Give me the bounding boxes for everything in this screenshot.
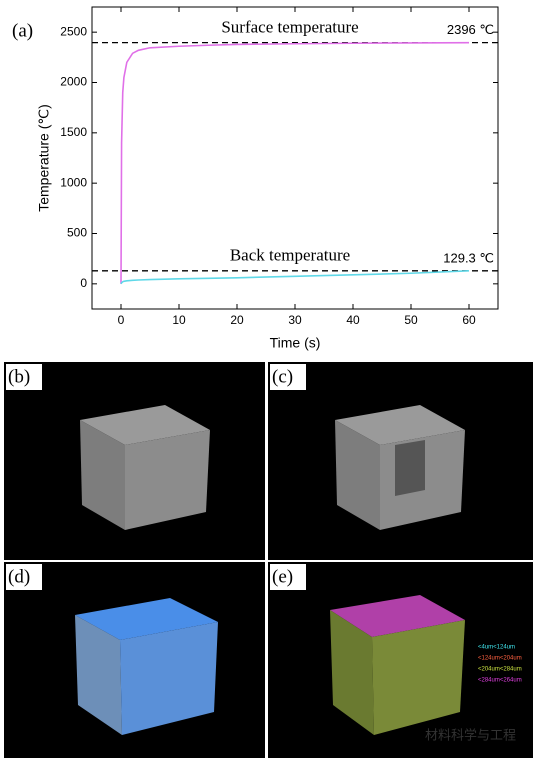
y-tick-label: 2000 bbox=[60, 75, 87, 89]
x-tick-label: 0 bbox=[118, 313, 125, 327]
x-tick-label: 10 bbox=[172, 313, 186, 327]
x-tick-label: 30 bbox=[288, 313, 302, 327]
reference-text: Surface temperature bbox=[221, 18, 358, 37]
panel-b bbox=[4, 362, 265, 560]
y-tick-label: 1000 bbox=[60, 175, 87, 189]
cube-top bbox=[75, 598, 218, 640]
cube-left bbox=[75, 615, 122, 735]
panel-label-bg bbox=[6, 564, 42, 590]
watermark: 材料科学与工程 bbox=[425, 727, 516, 742]
y-tick-label: 500 bbox=[67, 226, 87, 240]
x-tick-label: 40 bbox=[346, 313, 360, 327]
legend-entry: <124um<204um bbox=[478, 656, 522, 662]
y-tick-label: 2500 bbox=[60, 24, 87, 38]
panel-label: (e) bbox=[272, 566, 293, 587]
cube-right bbox=[120, 622, 218, 735]
reference-label: 129.3 ℃ bbox=[443, 250, 494, 265]
legend-entry: <204um<284um bbox=[478, 667, 522, 673]
y-tick-label: 1500 bbox=[60, 125, 87, 139]
cube-left bbox=[335, 420, 380, 530]
data-line bbox=[120, 41, 470, 284]
cube-left bbox=[330, 610, 374, 735]
panel-label-bg bbox=[270, 364, 306, 390]
cube-cut bbox=[395, 440, 425, 496]
panel-e bbox=[268, 562, 533, 758]
cube-top bbox=[335, 405, 465, 445]
cube-top bbox=[80, 405, 210, 445]
reference-label: 2396 ℃ bbox=[447, 22, 494, 37]
y-tick-label: 0 bbox=[80, 276, 87, 290]
y-axis-label: Temperature (℃) bbox=[36, 104, 52, 212]
cube-right bbox=[372, 620, 465, 735]
panel-label-bg bbox=[6, 364, 42, 390]
x-tick-label: 20 bbox=[230, 313, 244, 327]
panel-label: (a) bbox=[12, 20, 33, 41]
cube-left bbox=[80, 420, 125, 530]
panel-label: (c) bbox=[272, 366, 293, 387]
panel-d bbox=[4, 562, 265, 758]
panel-label: (b) bbox=[8, 366, 30, 387]
data-line bbox=[120, 270, 470, 285]
reference-text: Back temperature bbox=[230, 246, 350, 265]
x-tick-label: 60 bbox=[462, 313, 476, 327]
panel-label: (d) bbox=[8, 566, 30, 587]
panel-c bbox=[268, 362, 533, 560]
x-axis-label: Time (s) bbox=[270, 335, 321, 351]
legend-entry: <284um<264um bbox=[478, 678, 522, 684]
legend-entry: <4um<124um bbox=[478, 645, 515, 651]
cube-right bbox=[125, 430, 210, 530]
panel-label-bg bbox=[270, 564, 306, 590]
cube-top bbox=[330, 595, 465, 637]
x-tick-label: 50 bbox=[404, 313, 418, 327]
